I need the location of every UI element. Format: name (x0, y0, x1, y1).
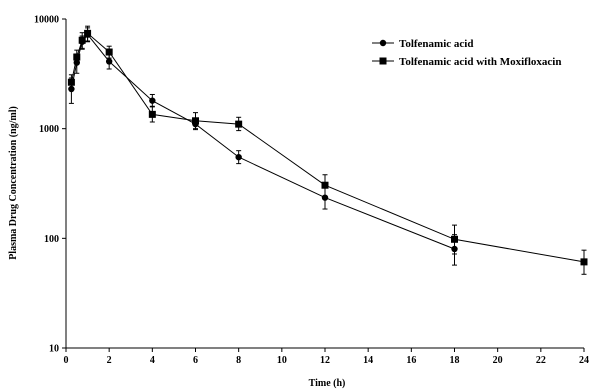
data-point (105, 48, 113, 56)
x-tick-label: 24 (579, 355, 589, 366)
x-tick-label: 16 (406, 355, 416, 366)
series-2 (67, 25, 588, 275)
y-axis-title: Plasma Drug Concentration (ng/ml) (8, 106, 19, 260)
y-tick-label: 100 (44, 234, 59, 245)
series-line (70, 33, 455, 250)
data-point (148, 110, 156, 118)
x-tick-label: 12 (320, 355, 330, 366)
data-point (321, 194, 329, 201)
x-tick-label: 8 (236, 355, 241, 366)
x-tick-label: 4 (150, 355, 155, 366)
data-point (149, 97, 156, 104)
y-tick-label: 10 (49, 344, 59, 355)
legend-label: Tolfenamic acid with Moxifloxacin (399, 56, 561, 68)
data-point (235, 153, 242, 161)
data-point (580, 258, 588, 266)
x-tick-label: 22 (536, 355, 546, 366)
x-axis-title: Time (h) (309, 378, 346, 389)
data-point (192, 117, 199, 125)
x-tick-label: 14 (363, 355, 373, 366)
y-tick-label: 1000 (39, 124, 59, 135)
legend-entry-1: Tolfenamic acid (372, 38, 473, 50)
x-tick-label: 6 (193, 355, 198, 366)
data-point (84, 29, 92, 37)
x-tick-label: 0 (64, 355, 69, 366)
data-point (73, 53, 81, 61)
legend-marker (379, 39, 387, 47)
legend-label: Tolfenamic acid (399, 38, 473, 50)
data-point (105, 58, 113, 65)
x-tick-label: 10 (277, 355, 287, 366)
legend-entry-2: Tolfenamic acid with Moxifloxacin (372, 56, 561, 68)
data-point (67, 78, 75, 86)
data-point (451, 235, 458, 243)
x-tick-label: 2 (107, 355, 112, 366)
data-point (235, 120, 243, 128)
data-point (78, 36, 86, 44)
y-tick-label: 10000 (34, 15, 59, 26)
series-layer (67, 25, 588, 275)
legend-marker (379, 57, 387, 65)
legend: Tolfenamic acid Tolfenamic acid with Moxi… (372, 38, 561, 68)
x-tick-label: 18 (450, 355, 460, 366)
data-point (321, 181, 329, 189)
x-tick-label: 20 (493, 355, 503, 366)
